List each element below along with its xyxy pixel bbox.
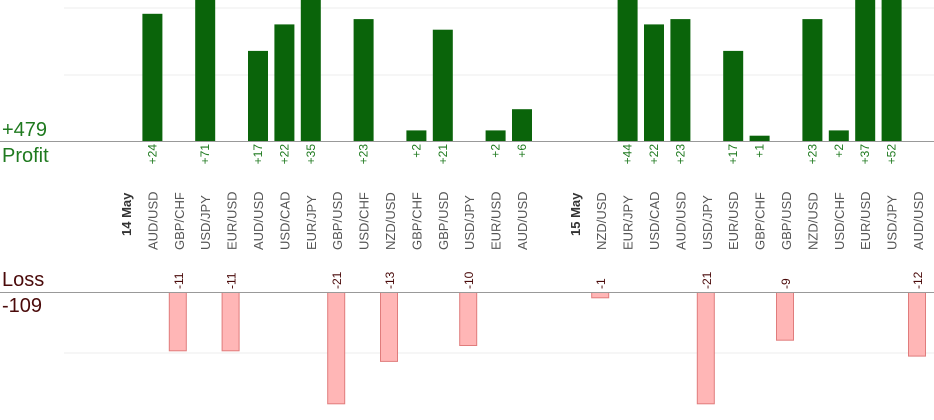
profit-value-label: +17 [726, 144, 740, 165]
pair-label: AUD/USD [911, 191, 926, 250]
profit-value-label: +23 [357, 144, 371, 165]
loss-value-label: -12 [911, 271, 925, 289]
loss-bar [776, 292, 794, 341]
pair-label: GBP/USD [436, 191, 451, 250]
date-label: 14 May [119, 192, 134, 236]
loss-value-label: -13 [383, 271, 397, 289]
profit-value-label: +23 [805, 144, 819, 165]
profit-bar [142, 13, 163, 141]
profit-label: Profit [2, 145, 49, 167]
profit-bar [644, 24, 664, 141]
profit-bar [353, 19, 374, 142]
pair-label: EUR/JPY [621, 195, 636, 250]
profit-value-label: +2 [489, 144, 503, 158]
pair-label: USD/JPY [885, 195, 900, 250]
profit-value-label: +22 [647, 144, 661, 165]
profit-value-label: +1 [753, 144, 767, 158]
pair-label: EUR/JPY [304, 195, 319, 250]
pair-label: USD/CHF [357, 192, 372, 250]
profit-bar [300, 0, 321, 141]
profit-value-label: +17 [251, 144, 265, 165]
profit-bar [881, 0, 902, 141]
pair-label: USD/JPY [700, 195, 715, 250]
profit-value-label: +52 [885, 144, 899, 165]
loss-bar [908, 292, 926, 357]
loss-value-label: -10 [462, 271, 476, 289]
pair-label: EUR/USD [489, 191, 504, 250]
loss-bar [459, 292, 478, 346]
loss-bar [380, 292, 398, 362]
profit-value-label: +23 [673, 144, 687, 165]
pair-label: NZD/USD [383, 192, 398, 250]
pair-label: NZD/USD [805, 192, 820, 250]
loss-label: Loss [2, 269, 45, 291]
loss-bar [696, 292, 715, 405]
profit-bar [749, 135, 770, 141]
pair-label: GBP/CHF [172, 192, 187, 250]
loss-bar [327, 292, 346, 405]
profit-total: +479 [2, 119, 48, 141]
pair-label: AUD/USD [251, 191, 266, 250]
pair-label: GBP/CHF [409, 192, 424, 250]
pair-label: EUR/USD [726, 191, 741, 250]
profit-bar [670, 19, 691, 142]
pair-label: USD/JPY [462, 195, 477, 250]
pair-label: NZD/USD [594, 192, 609, 250]
pair-label: USD/CAD [277, 191, 292, 250]
loss-bar [221, 292, 240, 352]
profit-value-label: +6 [515, 144, 529, 158]
pair-label: USD/JPY [198, 195, 213, 250]
profit-value-label: +35 [304, 144, 318, 165]
profit-bar [432, 29, 453, 142]
profit-value-label: +22 [277, 144, 291, 165]
pair-label: AUD/USD [515, 191, 530, 250]
pair-label: GBP/USD [779, 191, 794, 250]
date-label: 15 May [568, 192, 583, 236]
pair-label: EUR/USD [858, 191, 873, 250]
loss-value-label: -9 [779, 278, 793, 289]
profit-value-label: +37 [858, 144, 872, 165]
loss-total: -109 [2, 295, 43, 317]
profit-value-label: +2 [832, 144, 846, 158]
loss-value-label: -1 [594, 278, 608, 289]
pair-label: GBP/CHF [753, 192, 768, 250]
pair-label: USD/CAD [647, 191, 662, 250]
profit-bar [195, 0, 216, 141]
profit-value-label: +24 [145, 144, 159, 165]
profit-value-label: +71 [198, 144, 212, 165]
profit-bar [828, 130, 849, 141]
profit-value-label: +21 [436, 144, 450, 165]
profit-bar [485, 130, 506, 141]
loss-value-label: -11 [172, 272, 186, 289]
profit-bar [723, 50, 744, 141]
profit-bar [274, 24, 295, 141]
loss-value-label: -11 [225, 272, 239, 289]
loss-bar [591, 292, 610, 299]
profit-bar [512, 109, 532, 141]
labels: 14 May 15 May AUD/USD +24 GBP/CHF -11 USD/JPY +… [119, 144, 926, 289]
loss-value-label: -21 [700, 271, 714, 289]
profit-bar [802, 19, 823, 142]
bars [142, 0, 926, 405]
profit-bar [855, 0, 876, 142]
axes [0, 141, 934, 293]
pair-label: GBP/USD [330, 191, 345, 250]
profit-value-label: +2 [409, 144, 423, 158]
pair-label: EUR/USD [225, 191, 240, 250]
profit-bar [406, 130, 427, 141]
pair-label: USD/CHF [832, 192, 847, 250]
profit-value-label: +44 [621, 144, 635, 165]
profit-bar [617, 0, 638, 141]
loss-value-label: -21 [330, 271, 344, 289]
profit-bar [248, 50, 268, 141]
loss-bar [168, 292, 187, 352]
pair-label: AUD/USD [145, 191, 160, 250]
pair-label: AUD/USD [673, 191, 688, 250]
